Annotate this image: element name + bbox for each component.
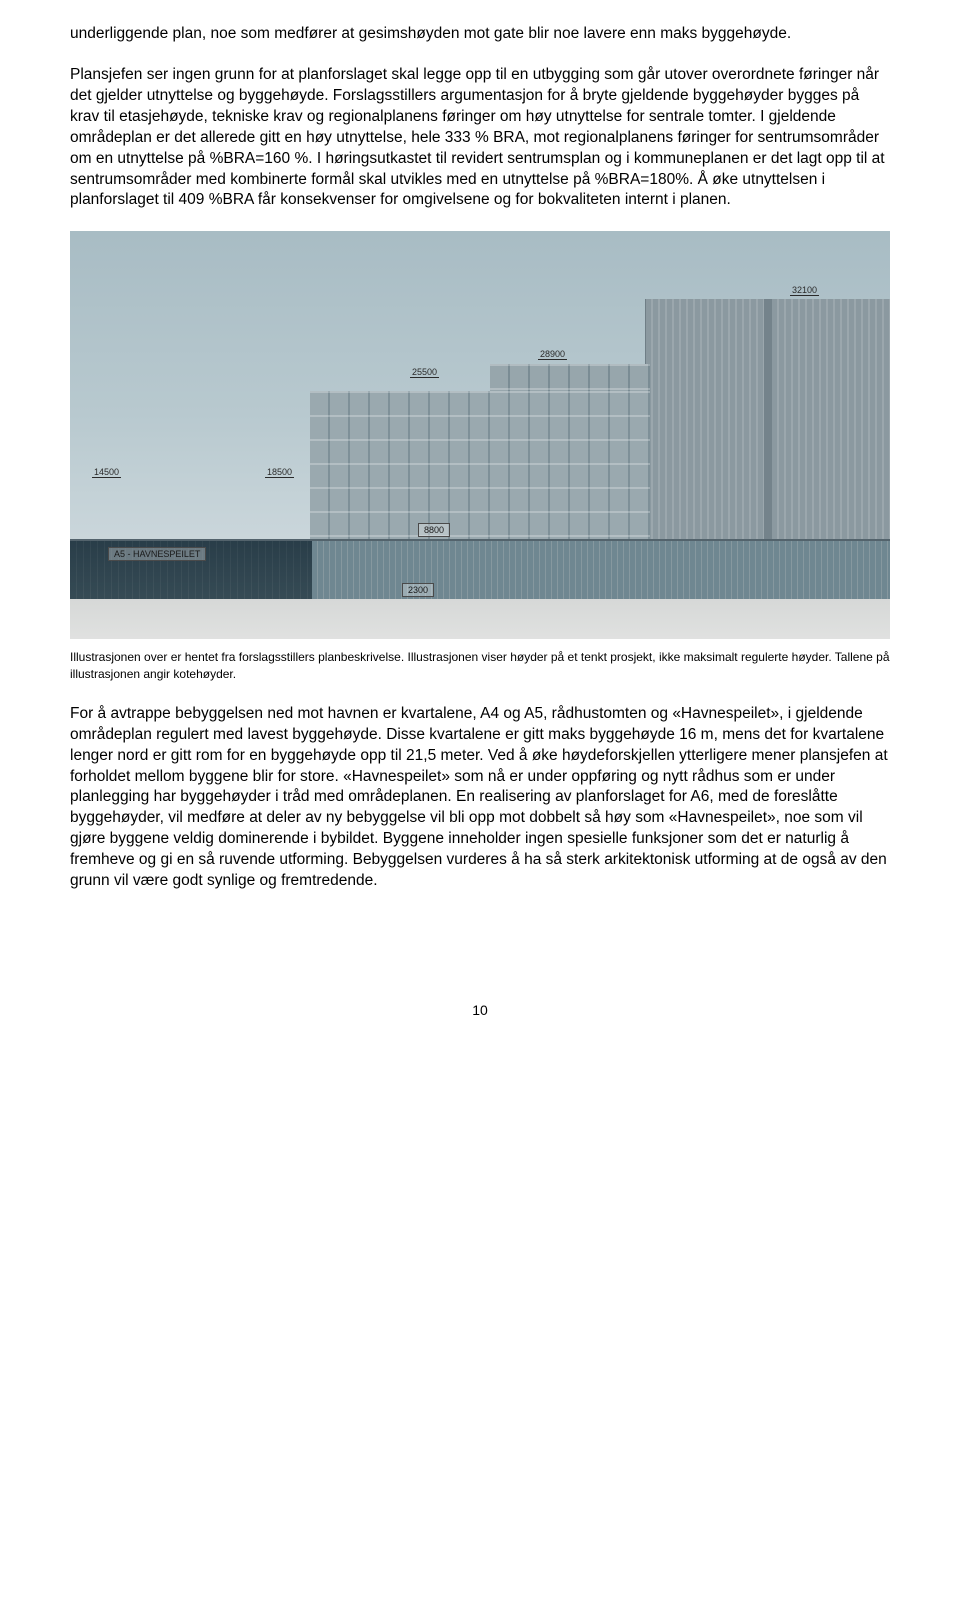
paragraph-1: underliggende plan, noe som medfører at … — [70, 24, 890, 45]
low-band-right — [312, 539, 890, 599]
dim-14500: 14500 — [92, 467, 121, 478]
ground — [70, 599, 890, 639]
building-label-a5: A5 - HAVNESPEILET — [108, 547, 206, 561]
dim-28900: 28900 — [538, 349, 567, 360]
paragraph-3: For å avtrappe bebyggelsen ned mot havne… — [70, 704, 890, 892]
illustration-caption: Illustrasjonen over er hentet fra forsla… — [70, 649, 890, 681]
dim-18500: 18500 — [265, 467, 294, 478]
dim-32100: 32100 — [790, 285, 819, 296]
paragraph-2: Plansjefen ser ingen grunn for at planfo… — [70, 65, 890, 211]
dim-25500: 25500 — [410, 367, 439, 378]
dim-8800: 8800 — [418, 523, 450, 537]
dim-2300: 2300 — [402, 583, 434, 597]
page-number: 10 — [70, 1002, 890, 1018]
building-elevation-illustration: 14500 18500 25500 28900 32100 8800 2300 … — [70, 231, 890, 639]
